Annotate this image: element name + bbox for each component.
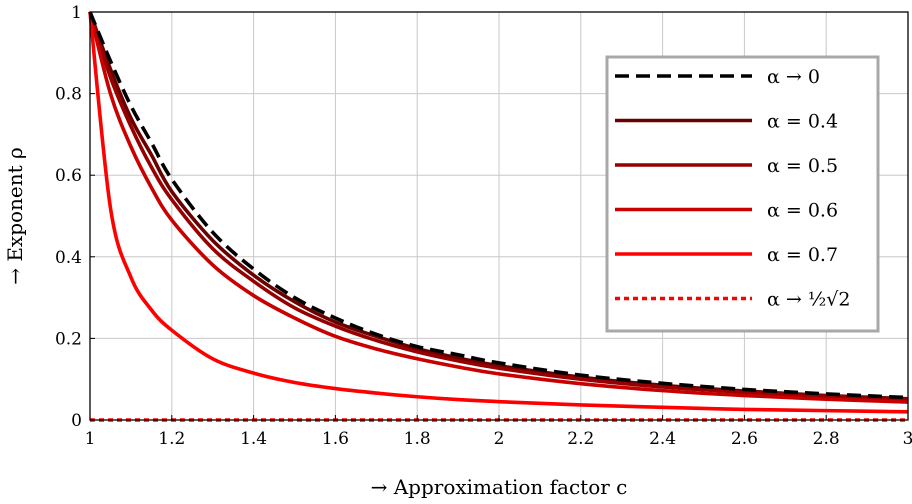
y-tick-label: 0.6	[55, 166, 82, 186]
x-tick-label: 1	[85, 429, 96, 449]
y-axis-label: → Exponent ρ	[3, 147, 27, 285]
x-tick-label: 2.2	[567, 429, 594, 449]
x-tick-label: 1.2	[158, 429, 185, 449]
legend-label-2: α = 0.4	[767, 111, 838, 133]
legend-label-1: α → 0	[767, 66, 820, 88]
series-line-3	[88, 11, 909, 402]
y-tick-label: 0.8	[55, 85, 82, 105]
legend-label-6: α → ½√2	[767, 289, 850, 311]
x-tick-label: 1.8	[404, 429, 431, 449]
y-tick-label: 0.4	[55, 248, 82, 268]
x-axis-label: → Approximation factor c	[371, 475, 628, 499]
ticks: 1 1.2 1.4 1.6 1.8 2 2.2 2.4 2.6 2.8 3 0 0.2 0.4 0.6 0.8…	[55, 3, 912, 449]
series-line-5	[88, 11, 909, 414]
x-tick-label: 3	[903, 429, 912, 449]
series-line-4	[88, 11, 909, 404]
series-line-1	[88, 11, 909, 400]
legend: α → 0 α = 0.4 α = 0.5 α = 0.6 α = 0.7 α → ½√2	[605, 55, 880, 333]
x-tick-label: 1.6	[322, 429, 349, 449]
x-tick-label: 2	[494, 429, 505, 449]
x-tick-label: 1.4	[240, 429, 267, 449]
y-tick-label: 0	[71, 411, 82, 431]
x-tick-label: 2.8	[813, 429, 840, 449]
x-tick-label: 2.6	[731, 429, 758, 449]
legend-label-5: α = 0.7	[767, 244, 838, 266]
y-tick-label: 1	[71, 3, 82, 23]
y-tick-label: 0.2	[55, 329, 82, 349]
legend-box	[605, 55, 880, 333]
legend-label-3: α = 0.5	[767, 155, 838, 177]
x-tick-label: 2.4	[649, 429, 676, 449]
legend-label-4: α = 0.6	[767, 200, 838, 222]
